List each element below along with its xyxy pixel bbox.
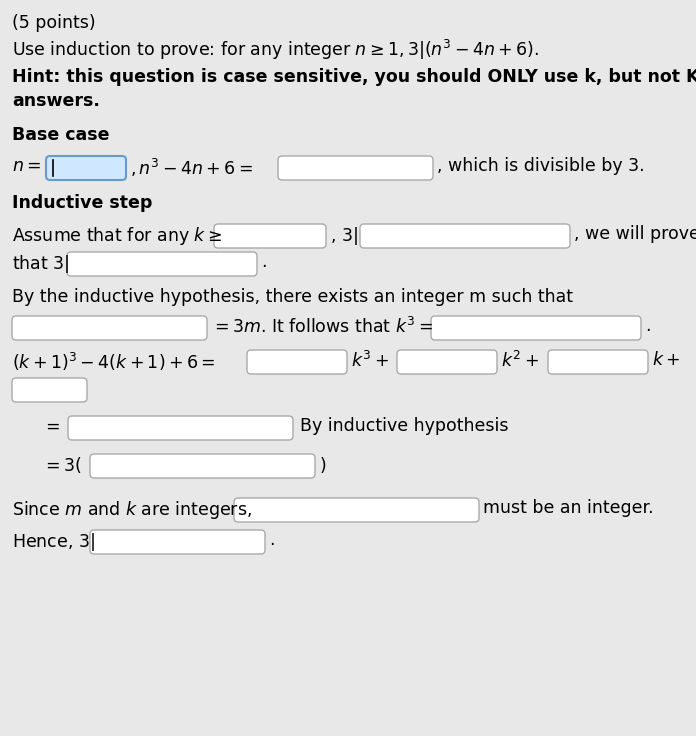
Text: that $3|$: that $3|$	[12, 253, 70, 275]
Text: $k^3+$: $k^3+$	[351, 351, 389, 371]
Text: must be an integer.: must be an integer.	[483, 499, 654, 517]
Text: Inductive step: Inductive step	[12, 194, 152, 212]
FancyBboxPatch shape	[431, 316, 641, 340]
Text: , we will prove: , we will prove	[574, 225, 696, 243]
Text: , which is divisible by 3.: , which is divisible by 3.	[437, 157, 644, 175]
Text: $k+$: $k+$	[652, 351, 680, 369]
FancyBboxPatch shape	[214, 224, 326, 248]
Text: $(k + 1)^3 - 4(k + 1) + 6 =$: $(k + 1)^3 - 4(k + 1) + 6 =$	[12, 351, 215, 373]
FancyBboxPatch shape	[46, 156, 126, 180]
Text: .: .	[645, 317, 651, 335]
FancyBboxPatch shape	[68, 416, 293, 440]
Text: Use induction to prove: for any integer $n \geq 1, 3|(n^3 - 4n + 6)$.: Use induction to prove: for any integer …	[12, 38, 539, 62]
FancyBboxPatch shape	[360, 224, 570, 248]
FancyBboxPatch shape	[247, 350, 347, 374]
Text: Hence, $3|$: Hence, $3|$	[12, 531, 95, 553]
Text: Assume that for any $k \geq$: Assume that for any $k \geq$	[12, 225, 222, 247]
FancyBboxPatch shape	[234, 498, 479, 522]
Text: $= 3m$. It follows that $k^3 =$: $= 3m$. It follows that $k^3 =$	[211, 317, 433, 337]
Text: $)$: $)$	[319, 455, 326, 475]
Text: $n =$: $n =$	[12, 157, 41, 175]
FancyBboxPatch shape	[90, 530, 265, 554]
Text: $, n^3 - 4n + 6 =$: $, n^3 - 4n + 6 =$	[130, 157, 253, 179]
FancyBboxPatch shape	[397, 350, 497, 374]
Text: By the inductive hypothesis, there exists an integer m such that: By the inductive hypothesis, there exist…	[12, 288, 573, 306]
FancyBboxPatch shape	[278, 156, 433, 180]
Text: .: .	[269, 531, 274, 549]
Text: $k^2+$: $k^2+$	[501, 351, 539, 371]
FancyBboxPatch shape	[12, 378, 87, 402]
Text: $= 3($: $= 3($	[42, 455, 81, 475]
Text: $=$: $=$	[42, 417, 60, 435]
FancyBboxPatch shape	[67, 252, 257, 276]
Text: , $3|$: , $3|$	[330, 225, 358, 247]
Text: By inductive hypothesis: By inductive hypothesis	[300, 417, 509, 435]
Text: Base case: Base case	[12, 126, 109, 144]
Text: Since $m$ and $k$ are integers,: Since $m$ and $k$ are integers,	[12, 499, 252, 521]
FancyBboxPatch shape	[12, 316, 207, 340]
Text: (5 points): (5 points)	[12, 14, 95, 32]
FancyBboxPatch shape	[548, 350, 648, 374]
FancyBboxPatch shape	[90, 454, 315, 478]
Text: .: .	[261, 253, 267, 271]
Text: Hint: this question is case sensitive, you should ONLY use k, but not K in your: Hint: this question is case sensitive, y…	[12, 68, 696, 86]
Text: answers.: answers.	[12, 92, 100, 110]
